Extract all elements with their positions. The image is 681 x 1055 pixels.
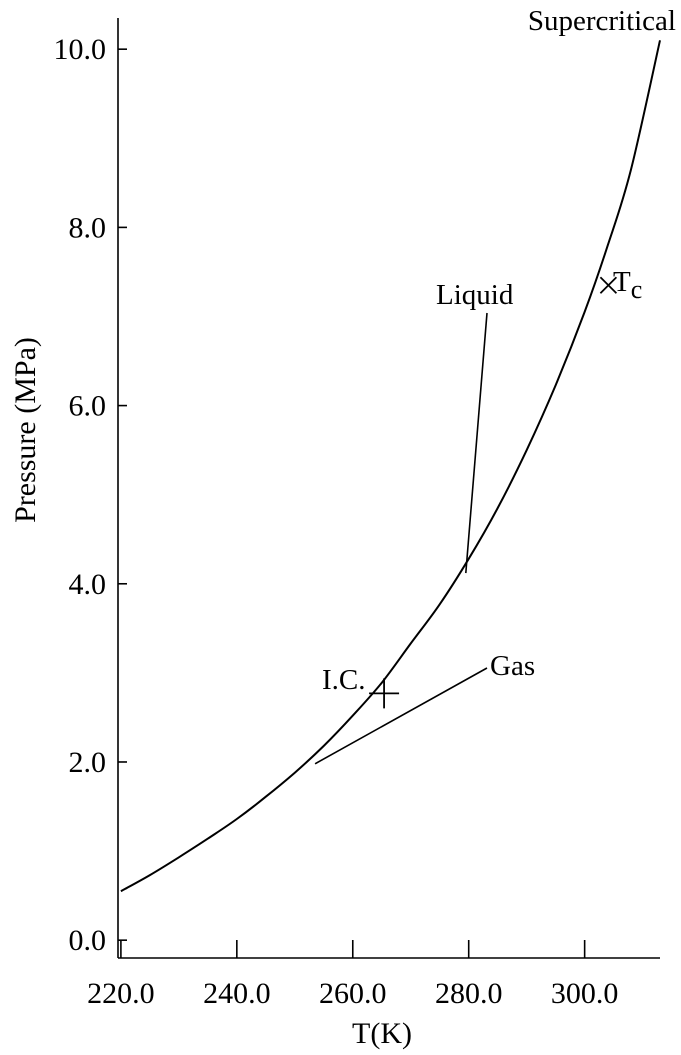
y-tick-label: 4.0 — [69, 568, 107, 601]
x-axis-title: T(K) — [352, 1017, 412, 1050]
y-axis: 0.0 2.0 4.0 6.0 8.0 10.0 — [54, 18, 127, 958]
x-axis: 220.0 240.0 260.0 280.0 300.0 — [87, 940, 660, 1010]
y-tick-label: 0.0 — [69, 924, 107, 957]
annotation-critical-temperature: Tc — [613, 266, 642, 304]
tc-main-text: T — [613, 266, 631, 298]
liquid-leader-line — [465, 312, 488, 574]
tc-marker-b — [599, 276, 618, 294]
annotation-initial-condition: I.C. — [322, 664, 366, 696]
vapor-pressure-curve — [120, 40, 661, 893]
gas-leader-line — [314, 667, 488, 765]
x-tick-label: 300.0 — [551, 977, 619, 1010]
annotation-gas: Gas — [490, 650, 535, 682]
point-markers — [369, 276, 618, 709]
y-tick-label: 2.0 — [69, 746, 107, 779]
annotation-supercritical: Supercritical — [528, 5, 676, 37]
y-ticks: 0.0 2.0 4.0 6.0 8.0 10.0 — [54, 33, 127, 957]
y-tick-label: 6.0 — [69, 390, 107, 423]
x-tick-label: 240.0 — [203, 977, 271, 1010]
y-tick-label: 8.0 — [69, 211, 107, 244]
x-tick-label: 260.0 — [319, 977, 387, 1010]
x-tick-label: 220.0 — [87, 977, 155, 1010]
y-tick-label: 10.0 — [54, 33, 107, 66]
tc-subscript: c — [631, 275, 643, 304]
y-axis-title: Pressure (MPa) — [9, 337, 42, 523]
annotation-liquid: Liquid — [436, 279, 514, 311]
annotation-leaders — [314, 312, 488, 765]
x-tick-label: 280.0 — [435, 977, 503, 1010]
x-ticks: 220.0 240.0 260.0 280.0 300.0 — [87, 940, 618, 1010]
